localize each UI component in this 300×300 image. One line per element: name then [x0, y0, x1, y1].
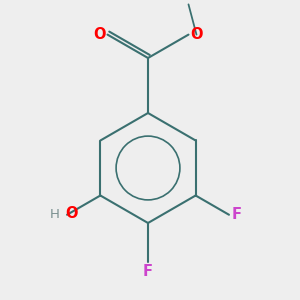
Text: O: O — [65, 206, 77, 221]
Text: H: H — [50, 208, 60, 221]
Text: F: F — [143, 264, 153, 279]
Text: O: O — [93, 27, 106, 42]
Text: F: F — [232, 207, 242, 222]
Text: O: O — [190, 27, 203, 42]
